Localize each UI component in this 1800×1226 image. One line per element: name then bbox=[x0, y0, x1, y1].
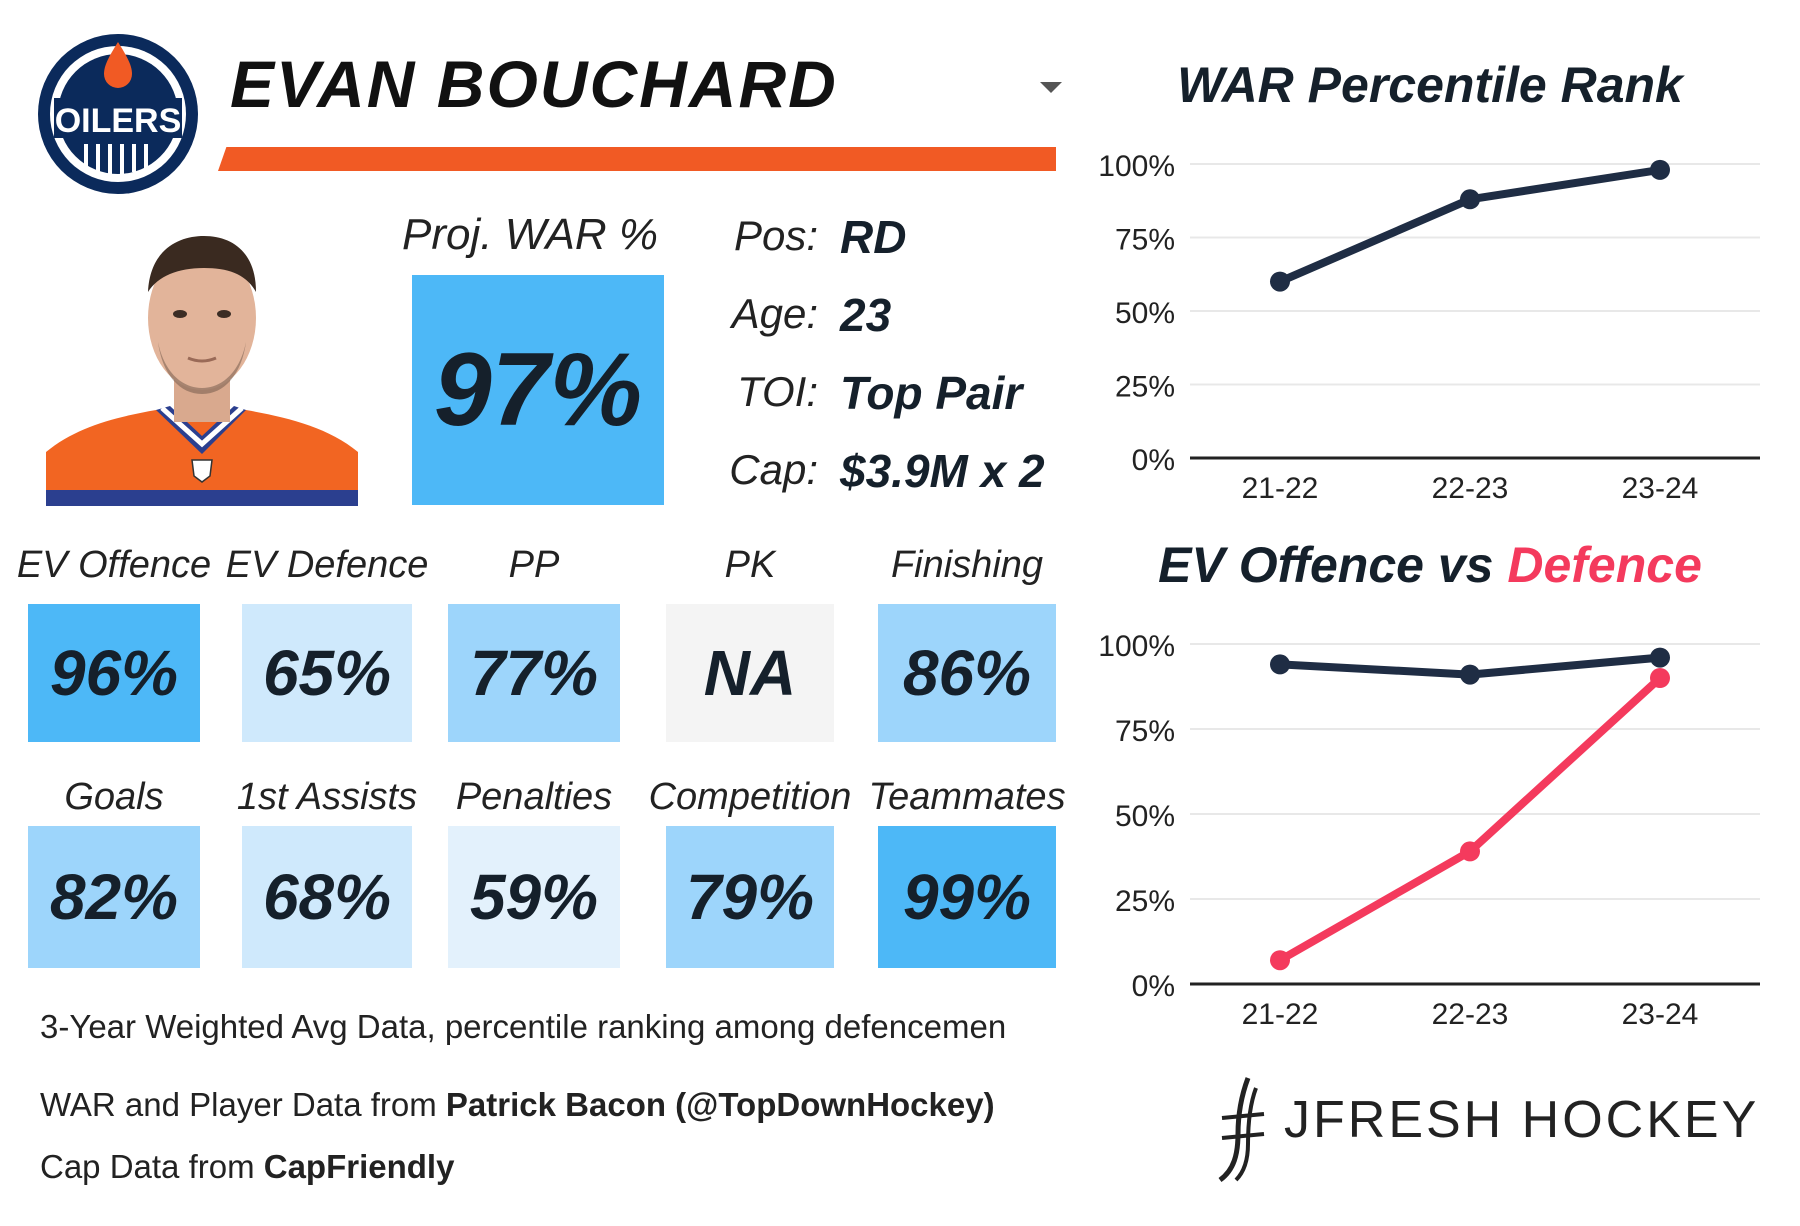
ev-chart-title-part2: Defence bbox=[1507, 537, 1702, 593]
stat-value: 82% bbox=[28, 826, 200, 968]
info-label: Cap: bbox=[729, 446, 818, 493]
stat-value: 59% bbox=[448, 826, 620, 968]
cap-source-line: Cap Data from CapFriendly bbox=[40, 1148, 454, 1186]
stat-label: EV Offence bbox=[16, 544, 212, 586]
x-tick-label: 22-23 bbox=[1432, 472, 1509, 505]
data-point bbox=[1270, 950, 1290, 971]
stat-value: 79% bbox=[666, 826, 834, 968]
stat-value: 96% bbox=[28, 604, 200, 742]
info-value: Top Pair bbox=[840, 367, 1023, 419]
y-tick-label: 50% bbox=[1115, 297, 1175, 330]
team-logo: OILERS bbox=[38, 34, 198, 194]
series-line bbox=[1276, 674, 1664, 965]
brand-name: JFRESH HOCKEY bbox=[1284, 1091, 1760, 1149]
stat-label: Finishing bbox=[890, 544, 1044, 586]
info-label: Age: bbox=[731, 290, 818, 337]
y-tick-label: 75% bbox=[1115, 224, 1175, 257]
methodology-note: 3-Year Weighted Avg Data, percentile ran… bbox=[40, 1008, 1007, 1045]
stat-value: 68% bbox=[242, 826, 412, 968]
cap-source-prefix: Cap Data from bbox=[40, 1148, 264, 1185]
stat-label: Goals bbox=[64, 776, 164, 818]
brand-logo-icon bbox=[1218, 1077, 1265, 1183]
cap-source-name: CapFriendly bbox=[263, 1148, 455, 1185]
team-logo-text: OILERS bbox=[55, 102, 182, 140]
data-point bbox=[1460, 841, 1480, 862]
y-tick-label: 0% bbox=[1132, 444, 1175, 477]
x-tick-label: 22-23 bbox=[1432, 998, 1509, 1031]
stat-value: NA bbox=[666, 604, 834, 742]
title-underline bbox=[218, 147, 1056, 171]
x-tick-label: 21-22 bbox=[1242, 472, 1319, 505]
info-label: Pos: bbox=[733, 212, 818, 259]
x-tick-label: 21-22 bbox=[1242, 998, 1319, 1031]
stat-value: 77% bbox=[448, 604, 620, 742]
stat-label: PP bbox=[508, 544, 560, 586]
info-label: TOI: bbox=[737, 368, 818, 415]
player-name: EVAN BOUCHARD bbox=[230, 47, 838, 121]
data-point bbox=[1650, 668, 1670, 688]
stat-label: Competition bbox=[648, 776, 852, 818]
data-point bbox=[1270, 271, 1290, 292]
x-tick-label: 23-24 bbox=[1622, 472, 1699, 505]
player-headshot bbox=[46, 236, 358, 506]
info-value: $3.9M x 2 bbox=[840, 445, 1045, 497]
war-source-prefix: WAR and Player Data from bbox=[40, 1086, 446, 1123]
y-tick-label: 100% bbox=[1098, 150, 1175, 183]
data-point bbox=[1460, 664, 1480, 685]
ev-offence-defence-chart: 0% 25% 50% 75% 100% 21-22 22-23 23-24 bbox=[1098, 630, 1760, 1031]
y-tick-label: 100% bbox=[1098, 630, 1175, 663]
dropdown-arrow-icon[interactable] bbox=[1040, 82, 1062, 93]
x-tick-label: 23-24 bbox=[1622, 998, 1699, 1031]
war-chart-title: WAR Percentile Rank bbox=[1177, 57, 1683, 113]
stat-label: Penalties bbox=[455, 776, 613, 818]
war-source-name: Patrick Bacon (@TopDownHockey) bbox=[445, 1086, 995, 1123]
stat-value: 86% bbox=[878, 604, 1056, 742]
stat-label: 1st Assists bbox=[236, 776, 418, 818]
info-value: 23 bbox=[840, 289, 892, 341]
data-point bbox=[1650, 159, 1670, 180]
y-tick-label: 25% bbox=[1115, 885, 1175, 918]
y-tick-label: 25% bbox=[1115, 371, 1175, 404]
stat-label: PK bbox=[724, 544, 776, 586]
proj-war-value: 97% bbox=[433, 332, 643, 448]
war-percentile-chart: 0% 25% 50% 75% 100% 21-22 22-23 23-24 bbox=[1098, 150, 1760, 505]
war-source-line: WAR and Player Data from Patrick Bacon (… bbox=[40, 1086, 995, 1124]
data-point bbox=[1270, 654, 1290, 675]
ev-chart-title-part1: EV Offence vs bbox=[1158, 537, 1508, 593]
y-tick-label: 50% bbox=[1115, 800, 1175, 833]
stat-label: Teammates bbox=[868, 776, 1066, 818]
info-value: RD bbox=[840, 211, 907, 263]
stat-label: EV Defence bbox=[225, 544, 429, 586]
stat-value: 65% bbox=[242, 604, 412, 742]
ev-chart-title: EV Offence vs Defence bbox=[1150, 536, 1710, 594]
data-point bbox=[1650, 647, 1670, 668]
y-tick-label: 75% bbox=[1115, 715, 1175, 748]
proj-war-tile bbox=[412, 275, 664, 505]
data-point bbox=[1460, 189, 1480, 210]
y-tick-label: 0% bbox=[1132, 970, 1175, 1003]
stat-value: 99% bbox=[878, 826, 1056, 968]
proj-war-label: Proj. WAR % bbox=[402, 210, 658, 259]
series-line bbox=[1276, 165, 1664, 286]
